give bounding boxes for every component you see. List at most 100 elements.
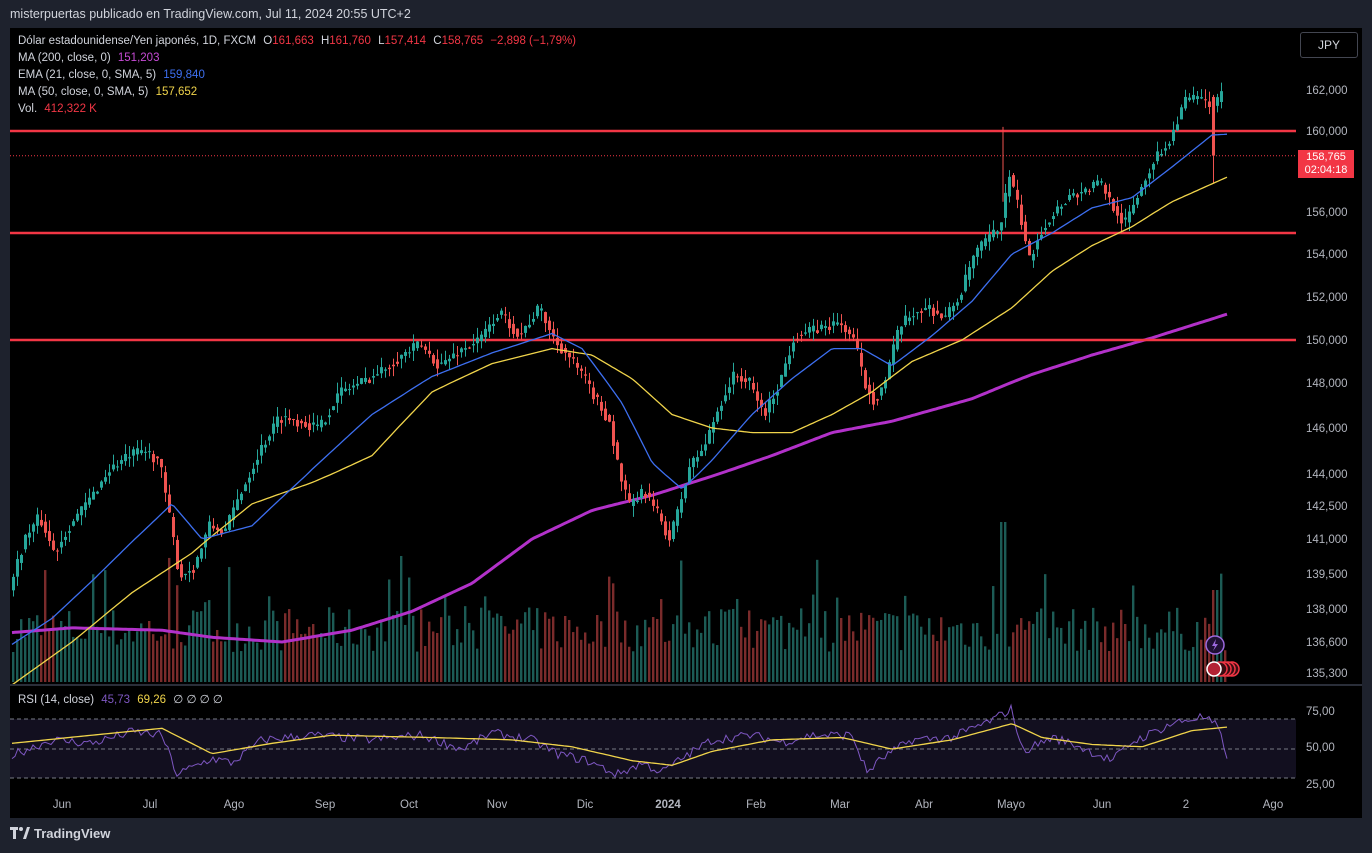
volume-bar xyxy=(200,611,203,682)
candle-body xyxy=(328,415,331,418)
candle-body xyxy=(184,573,187,576)
volume-bar xyxy=(1036,611,1039,682)
candle-body xyxy=(696,457,699,462)
volume-bar xyxy=(24,637,27,682)
volume-bar xyxy=(188,625,191,682)
candle-body xyxy=(1064,204,1067,206)
volume-bar xyxy=(804,636,807,682)
candle-body xyxy=(612,421,615,446)
rsi-ma-line xyxy=(11,723,1228,766)
candle-body xyxy=(624,480,627,490)
candle-body xyxy=(124,454,127,462)
volume-bar xyxy=(1168,611,1171,682)
volume-bar xyxy=(104,570,107,682)
candle-body xyxy=(108,472,111,476)
header-bar: misterpuertas publicado en TradingView.c… xyxy=(0,0,1372,28)
candle-body xyxy=(572,357,575,359)
chart-frame[interactable] xyxy=(10,28,1362,818)
candle-body xyxy=(256,459,259,465)
rsi-line xyxy=(11,703,1228,778)
volume-bar xyxy=(84,638,87,682)
candle-body xyxy=(816,330,819,333)
candle-body xyxy=(928,305,931,309)
candle-body xyxy=(704,444,707,451)
legend-rsi[interactable]: RSI (14, close) 45,73 69,26 ∅ ∅ ∅ ∅ xyxy=(18,692,227,706)
volume-bar xyxy=(436,632,439,682)
volume-bar xyxy=(924,634,927,682)
candle-body xyxy=(316,424,319,426)
candle-body xyxy=(80,506,83,516)
candle-body xyxy=(76,513,79,521)
volume-bar xyxy=(276,621,279,682)
candle-body xyxy=(188,571,191,573)
close-value: 158,765 xyxy=(441,35,484,47)
volume-bar xyxy=(784,649,787,682)
candle-body xyxy=(956,302,959,306)
candle-body xyxy=(332,406,335,410)
volume-bar xyxy=(376,627,379,682)
candle-body xyxy=(1080,192,1083,194)
volume-bar xyxy=(1068,621,1071,682)
last-price-tag: 158,765 02:04:18 xyxy=(1298,150,1354,178)
candle-body xyxy=(536,305,539,317)
symbol-name[interactable]: Dólar estadounidense/Yen japonés, 1D, FX… xyxy=(18,35,257,47)
volume-bar xyxy=(500,615,503,682)
volume-bar xyxy=(404,624,407,682)
footer-brand[interactable]: TradingView xyxy=(34,826,111,841)
candle-body xyxy=(1076,194,1079,198)
volume-bar xyxy=(852,631,855,682)
candle-body xyxy=(1004,192,1007,218)
volume-bar xyxy=(508,633,511,682)
candle-body xyxy=(172,517,175,538)
volume-bar xyxy=(72,636,75,682)
candle-body xyxy=(428,350,431,354)
legend-volume[interactable]: Vol. 412,322 K xyxy=(18,103,101,115)
candle-body xyxy=(880,387,883,396)
volume-bar xyxy=(480,607,483,682)
candle-body xyxy=(208,521,211,537)
volume-bar xyxy=(312,624,315,682)
volume-bar xyxy=(192,610,195,682)
volume-bar xyxy=(524,612,527,682)
currency-button[interactable]: JPY xyxy=(1300,32,1358,58)
volume-bar xyxy=(40,635,43,682)
time-axis-label: Dic xyxy=(577,799,594,811)
volume-bar xyxy=(136,631,139,682)
volume-bar xyxy=(224,641,227,682)
candle-body xyxy=(940,313,943,319)
candle-body xyxy=(1048,222,1051,225)
candle-body xyxy=(772,398,775,404)
tradingview-logo-icon[interactable] xyxy=(10,827,30,842)
volume-bar xyxy=(808,623,811,682)
candle-body xyxy=(404,352,407,356)
legend-ma200[interactable]: MA (200, close, 0) 151,203 xyxy=(18,52,163,64)
candle-body xyxy=(964,274,967,292)
volume-bar xyxy=(1208,623,1211,682)
candle-body xyxy=(408,352,411,354)
candle-body xyxy=(104,477,107,482)
candle-body xyxy=(164,472,167,493)
volume-bar xyxy=(620,642,623,682)
volume-bar xyxy=(1164,632,1167,682)
candle-body xyxy=(368,379,371,383)
candle-body xyxy=(152,454,155,463)
legend-ema21[interactable]: EMA (21, close, 0, SMA, 5) 159,840 xyxy=(18,69,209,81)
volume-bar xyxy=(512,629,515,682)
legend-ma50[interactable]: MA (50, close, 0, SMA, 5) 157,652 xyxy=(18,86,201,98)
candle-body xyxy=(148,451,151,453)
candle-body xyxy=(544,312,547,324)
time-axis-label: Abr xyxy=(915,799,933,811)
candle-body xyxy=(436,359,439,369)
candle-body xyxy=(1160,153,1163,156)
volume-bar xyxy=(52,615,55,682)
candle-body xyxy=(868,384,871,394)
volume-bar xyxy=(340,645,343,682)
price-axis-label: 160,000 xyxy=(1306,126,1348,138)
candle-body xyxy=(952,305,955,312)
candle-body xyxy=(560,343,563,354)
candle-body xyxy=(128,457,131,459)
volume-bar xyxy=(772,617,775,682)
volume-bar xyxy=(704,616,707,682)
publish-info: misterpuertas publicado en TradingView.c… xyxy=(10,7,411,21)
